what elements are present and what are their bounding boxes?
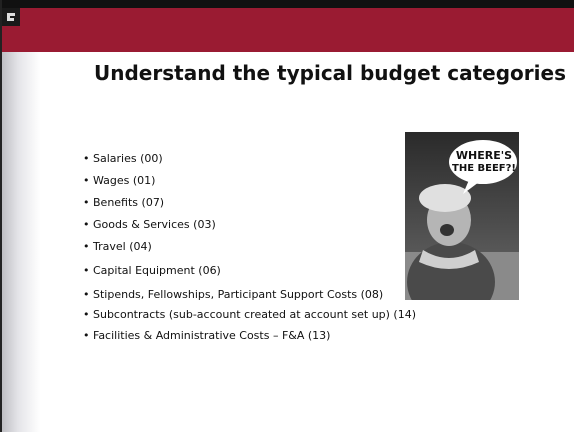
slide-title: Understand the typical budget categories xyxy=(94,61,566,85)
left-shade xyxy=(0,52,40,432)
bullet-item: Benefits (07) xyxy=(83,196,164,209)
photo: WHERE'S THE BEEF?! xyxy=(405,132,519,300)
bullet-item: Wages (01) xyxy=(83,174,156,187)
bullet-item: Salaries (00) xyxy=(83,152,163,165)
top-strip xyxy=(0,0,574,8)
bullet-item: Facilities & Administrative Costs – F&A … xyxy=(83,329,330,342)
bullet-item: Travel (04) xyxy=(83,240,152,253)
bullet-item: Subcontracts (sub-account created at acc… xyxy=(83,308,416,321)
photo-caption: THE BEEF?! xyxy=(452,163,516,174)
bullet-item: Goods & Services (03) xyxy=(83,218,216,231)
header-band xyxy=(0,8,574,52)
logo xyxy=(2,8,20,26)
photo-caption: WHERE'S xyxy=(456,149,512,162)
bullet-item: Stipends, Fellowships, Participant Suppo… xyxy=(83,288,383,301)
left-edge xyxy=(0,0,2,432)
bullet-item: Capital Equipment (06) xyxy=(83,264,221,277)
